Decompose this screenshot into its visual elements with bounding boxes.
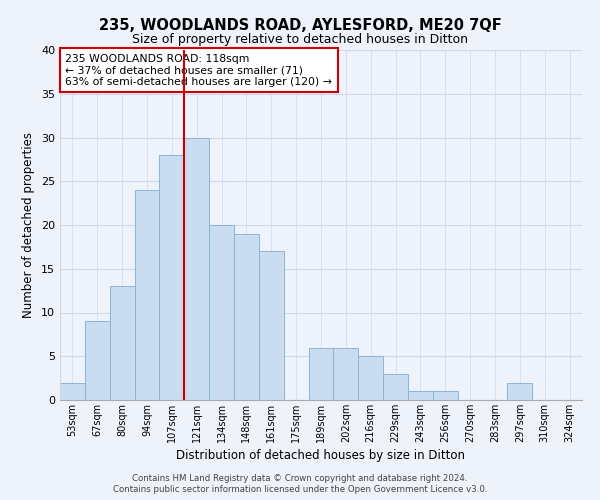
Y-axis label: Number of detached properties: Number of detached properties	[22, 132, 35, 318]
Bar	[508, 382, 532, 400]
Bar	[408, 391, 433, 400]
Bar	[85, 322, 110, 400]
Bar	[308, 348, 334, 400]
Bar	[433, 391, 458, 400]
Bar	[134, 190, 160, 400]
Bar	[60, 382, 85, 400]
Bar	[184, 138, 209, 400]
Bar	[383, 374, 408, 400]
Bar	[110, 286, 134, 400]
Text: Contains HM Land Registry data © Crown copyright and database right 2024.
Contai: Contains HM Land Registry data © Crown c…	[113, 474, 487, 494]
Bar	[160, 155, 184, 400]
Text: 235 WOODLANDS ROAD: 118sqm
← 37% of detached houses are smaller (71)
63% of semi: 235 WOODLANDS ROAD: 118sqm ← 37% of deta…	[65, 54, 332, 86]
Bar	[358, 356, 383, 400]
Bar	[334, 348, 358, 400]
Bar	[259, 252, 284, 400]
X-axis label: Distribution of detached houses by size in Ditton: Distribution of detached houses by size …	[176, 449, 466, 462]
Text: Size of property relative to detached houses in Ditton: Size of property relative to detached ho…	[132, 32, 468, 46]
Bar	[234, 234, 259, 400]
Bar	[209, 225, 234, 400]
Text: 235, WOODLANDS ROAD, AYLESFORD, ME20 7QF: 235, WOODLANDS ROAD, AYLESFORD, ME20 7QF	[98, 18, 502, 32]
